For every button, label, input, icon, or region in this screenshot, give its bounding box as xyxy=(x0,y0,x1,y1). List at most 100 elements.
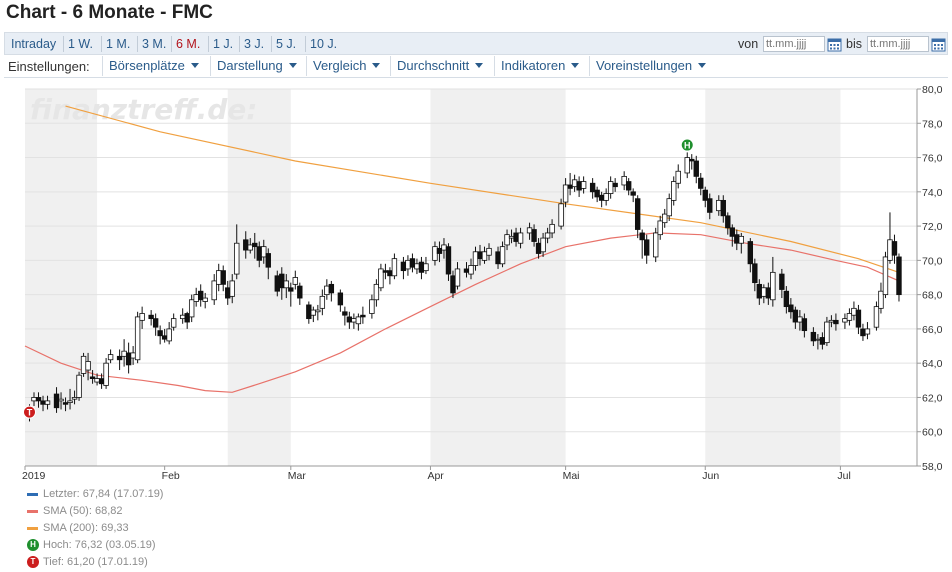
candle-body xyxy=(517,232,524,244)
candle-body xyxy=(828,319,835,323)
calendar-icon[interactable] xyxy=(827,37,842,52)
candle-body xyxy=(121,350,127,357)
candle-body xyxy=(770,271,776,301)
candle-body xyxy=(779,273,785,290)
candle-body xyxy=(882,256,889,296)
candle-body xyxy=(193,294,199,302)
candle-body xyxy=(752,263,758,284)
candle-body xyxy=(387,270,393,277)
low-marker xyxy=(23,405,37,419)
candle-body xyxy=(306,304,312,320)
range-button[interactable]: 5 J. xyxy=(276,37,297,51)
candle-body xyxy=(355,316,362,325)
candle-body xyxy=(315,309,321,313)
range-button[interactable]: 3 J. xyxy=(244,37,265,51)
candle-body xyxy=(44,400,51,405)
price-chart: finanztreff.de: 80,0 78,0 76,0 74,0 72,0 70,0 6… xyxy=(22,84,943,482)
x-tick-label: Mar xyxy=(288,470,307,482)
candle-body xyxy=(864,328,871,335)
candle-body xyxy=(612,182,618,188)
candle-body xyxy=(508,235,515,239)
chevron-down-icon xyxy=(698,63,707,69)
x-tick-label: Apr xyxy=(427,470,444,482)
candle-body xyxy=(625,181,632,191)
candle-body xyxy=(152,318,159,328)
candle-body xyxy=(846,313,853,321)
chevron-down-icon xyxy=(475,63,484,69)
candle-body xyxy=(292,277,299,285)
candle-body xyxy=(761,287,767,297)
candle-body xyxy=(148,314,154,320)
range-button[interactable]: 1 M. xyxy=(106,37,131,51)
candle-body xyxy=(40,400,46,405)
range-button[interactable]: 10 J. xyxy=(310,37,338,51)
range-button[interactable]: 1 J. xyxy=(213,37,234,51)
candle-body xyxy=(702,189,708,201)
range-button[interactable]: 1 W. xyxy=(68,37,94,51)
candle-body xyxy=(472,251,479,266)
candle-body xyxy=(558,203,564,227)
y-tick-label: 70,0 xyxy=(922,255,943,267)
candle-body xyxy=(580,181,587,189)
candle-body xyxy=(103,362,109,386)
candle-body xyxy=(157,330,163,337)
candle-body xyxy=(310,309,317,316)
y-tick-label: 76,0 xyxy=(922,153,943,165)
candle-body xyxy=(170,318,177,328)
watermark: finanztreff.de: xyxy=(30,93,257,126)
legend-item-sma200: SMA (200): 69,33 xyxy=(27,520,163,537)
candle-body xyxy=(58,398,64,402)
settings-menu-button[interactable]: Darstellung xyxy=(210,56,303,76)
candle-body xyxy=(819,337,826,345)
calendar-icon[interactable] xyxy=(931,37,946,52)
range-divider xyxy=(171,36,172,52)
range-button[interactable]: Intraday xyxy=(11,37,57,51)
candle-body xyxy=(179,314,186,320)
candle-body xyxy=(513,232,519,242)
y-tick-label: 68,0 xyxy=(922,290,943,302)
x-tick-label: Feb xyxy=(162,470,180,482)
from-date-input[interactable] xyxy=(763,36,825,52)
settings-menu-button[interactable]: Indikatoren xyxy=(494,56,585,76)
candle-body xyxy=(265,253,271,268)
legend-label-high: Hoch: 76,32 (03.05.19) xyxy=(43,539,156,551)
range-toolbar: Intraday 1 W. 1 M. 3 M. 6 M. 1 J. 3 J. 5 J. 10 J… xyxy=(4,32,948,55)
candle-body xyxy=(734,234,740,244)
candle-body xyxy=(747,241,754,265)
legend-swatch-last xyxy=(27,493,38,496)
settings-menu-label: Voreinstellungen xyxy=(596,58,693,73)
settings-menu-label: Durchschnitt xyxy=(397,58,470,73)
settings-menu-button[interactable]: Durchschnitt xyxy=(390,56,489,76)
settings-toolbar: Einstellungen: Börsenplätze Darstellung Ve… xyxy=(4,55,948,78)
range-button[interactable]: 3 M. xyxy=(142,37,167,51)
candle-body xyxy=(720,199,726,217)
candle-body xyxy=(220,270,226,285)
settings-menu-button[interactable]: Vergleich xyxy=(306,56,386,76)
candle-body xyxy=(797,316,803,323)
settings-menu-label: Darstellung xyxy=(217,58,283,73)
candle-body xyxy=(134,316,141,361)
chevron-down-icon xyxy=(372,63,381,69)
range-divider xyxy=(305,36,306,52)
legend-item-sma50: SMA (50): 68,82 xyxy=(27,503,163,520)
settings-menu-button[interactable]: Börsenplätze xyxy=(102,56,205,76)
candle-body xyxy=(698,177,704,189)
to-date-input[interactable] xyxy=(867,36,929,52)
candle-body xyxy=(896,256,902,296)
candle-body xyxy=(130,352,136,359)
candle-body xyxy=(549,223,555,234)
candle-body xyxy=(598,194,605,201)
candle-body xyxy=(887,239,893,261)
candle-body xyxy=(116,355,123,361)
legend-item-low: T Tief: 61,20 (17.01.19) xyxy=(27,554,163,571)
page-title: Chart - 6 Monate - FMC xyxy=(6,2,213,23)
candle-body xyxy=(725,215,731,229)
settings-label: Einstellungen: xyxy=(8,59,90,74)
candle-body xyxy=(783,290,790,308)
candle-body xyxy=(432,246,438,261)
settings-menu-button[interactable]: Voreinstellungen xyxy=(589,56,712,76)
candle-body xyxy=(62,402,69,405)
y-tick-label: 66,0 xyxy=(922,324,943,336)
candle-body xyxy=(373,283,380,301)
range-button[interactable]: 6 M. xyxy=(176,37,201,51)
